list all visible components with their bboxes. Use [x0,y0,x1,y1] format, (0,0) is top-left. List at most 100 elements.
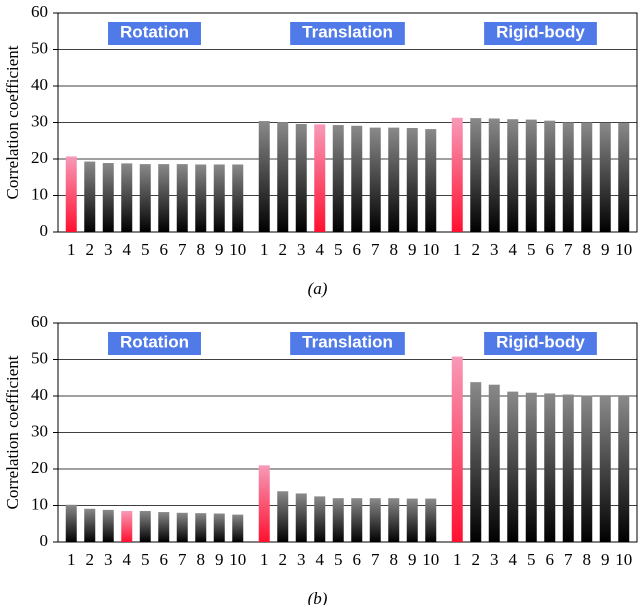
bar [544,120,556,232]
x-tick-label: 6 [353,550,362,569]
bar [544,393,556,542]
bar [121,163,133,232]
bar [470,382,482,542]
bar [388,127,400,232]
bar [488,384,500,542]
x-tick-label: 6 [160,240,169,259]
bar [618,396,630,542]
group-label: Rigid-body [496,22,585,41]
x-tick-label: 7 [371,240,380,259]
bar [213,513,225,542]
x-tick-label: 3 [297,550,306,569]
bar [158,164,170,232]
bar [314,124,326,232]
plot-frame [57,322,638,543]
bar [351,125,363,232]
x-tick-label: 3 [490,240,499,259]
bar [369,498,381,542]
x-tick-label: 2 [279,550,288,569]
y-tick-label: 0 [40,531,49,550]
x-tick-label: 3 [297,240,306,259]
y-tick-label: 30 [31,111,48,130]
y-tick-label: 60 [31,312,48,331]
x-tick-label: 8 [583,550,592,569]
x-tick-label: 1 [453,550,462,569]
bar [277,491,289,542]
group-label-box [290,22,405,45]
y-tick-label: 20 [31,458,48,477]
x-tick-label: 4 [509,240,518,259]
y-tick-label: 50 [31,348,48,367]
x-tick-label: 10 [229,550,246,569]
bar [84,508,96,542]
x-tick-label: 5 [527,240,536,259]
x-tick-label: 10 [229,240,246,259]
x-tick-label: 5 [141,240,150,259]
x-tick-label: 5 [334,240,343,259]
y-tick-label: 40 [31,75,48,94]
bar [258,465,270,542]
group-label: Rotation [120,332,189,351]
bar [351,498,363,542]
x-tick-label: 2 [472,550,481,569]
bar [388,498,400,542]
x-tick-label: 8 [583,240,592,259]
x-tick-label: 2 [86,550,95,569]
bar [599,122,611,232]
panel-caption: (a) [308,279,328,298]
y-axis-label: Correlation coefficient [3,45,22,199]
x-tick-label: 3 [490,550,499,569]
bar [65,156,77,232]
bar [277,122,289,232]
group-label-box [484,332,597,355]
x-tick-label: 2 [279,240,288,259]
x-tick-label: 6 [546,550,555,569]
bar [102,163,114,232]
bar [581,395,593,542]
bar [562,394,574,542]
x-tick-label: 7 [564,550,573,569]
x-tick-label: 10 [422,550,439,569]
y-tick-label: 40 [31,385,48,404]
bar [139,510,151,542]
bar [369,127,381,232]
x-tick-label: 1 [453,240,462,259]
bar [332,498,344,542]
y-tick-label: 0 [40,221,49,240]
x-tick-label: 4 [123,550,132,569]
bar [232,164,244,232]
x-tick-label: 8 [390,240,399,259]
x-tick-label: 4 [316,550,325,569]
x-tick-label: 3 [104,550,113,569]
x-tick-label: 6 [353,240,362,259]
bar [507,119,519,232]
bar [425,129,437,232]
bar [65,504,77,542]
y-tick-label: 20 [31,148,48,167]
x-tick-label: 10 [615,550,632,569]
bar [176,164,188,232]
bar [195,513,207,542]
bar [599,396,611,542]
bar [102,509,114,542]
x-tick-label: 5 [334,550,343,569]
bar [121,510,133,542]
x-tick-label: 8 [390,550,399,569]
group-label-box [108,332,201,355]
bar [139,164,151,232]
x-tick-label: 10 [422,240,439,259]
bar [525,392,537,542]
x-tick-label: 7 [178,240,187,259]
x-tick-label: 6 [160,550,169,569]
y-tick-label: 10 [31,184,48,203]
bar [562,122,574,232]
bar [332,125,344,232]
y-tick-label: 30 [31,421,48,440]
x-tick-label: 5 [527,550,536,569]
x-tick-label: 9 [215,550,224,569]
bar [314,496,326,542]
x-tick-label: 9 [601,550,610,569]
group-label: Rotation [120,22,189,41]
bar [258,121,270,232]
